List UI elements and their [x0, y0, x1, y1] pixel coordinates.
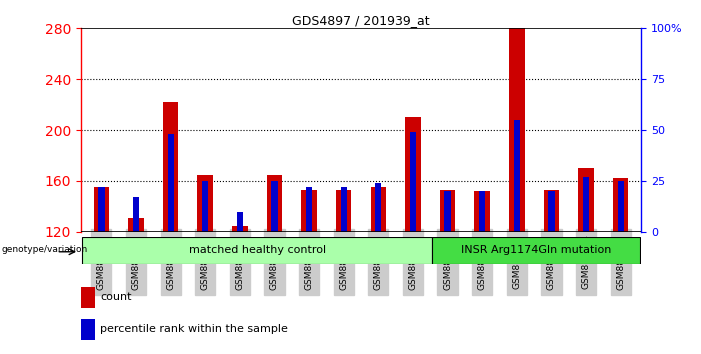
Bar	[375, 183, 381, 232]
Bar	[371, 187, 386, 232]
Text: count: count	[100, 292, 132, 302]
Bar	[405, 118, 421, 232]
Bar	[306, 187, 312, 232]
Bar	[583, 177, 589, 232]
Bar	[202, 181, 208, 232]
Text: matched healthy control: matched healthy control	[189, 245, 326, 256]
Bar	[548, 191, 554, 232]
Text: INSR Arg1174Gln mutation: INSR Arg1174Gln mutation	[461, 245, 611, 256]
Bar	[509, 28, 524, 232]
Bar	[94, 187, 109, 232]
Bar	[479, 191, 485, 232]
Bar	[440, 190, 456, 232]
Bar	[128, 218, 144, 232]
Bar	[198, 175, 213, 232]
Text: genotype/variation: genotype/variation	[1, 245, 88, 253]
Bar	[432, 237, 640, 264]
Bar	[514, 120, 520, 232]
Text: percentile rank within the sample: percentile rank within the sample	[100, 324, 288, 334]
Bar	[237, 212, 243, 232]
Bar	[81, 287, 95, 308]
Bar	[271, 181, 278, 232]
Bar	[133, 197, 139, 232]
Bar	[301, 190, 317, 232]
Bar	[618, 181, 624, 232]
Bar	[163, 102, 179, 232]
Bar	[232, 225, 247, 232]
Bar	[341, 187, 347, 232]
Bar	[82, 237, 432, 264]
Bar	[336, 190, 351, 232]
Bar	[444, 191, 451, 232]
Bar	[543, 190, 559, 232]
Bar	[168, 134, 174, 232]
Bar	[410, 132, 416, 232]
Bar	[578, 168, 594, 232]
Bar	[98, 187, 104, 232]
Title: GDS4897 / 201939_at: GDS4897 / 201939_at	[292, 14, 430, 27]
Bar	[81, 319, 95, 340]
Bar	[475, 191, 490, 232]
Bar	[613, 178, 628, 232]
Bar	[266, 175, 283, 232]
